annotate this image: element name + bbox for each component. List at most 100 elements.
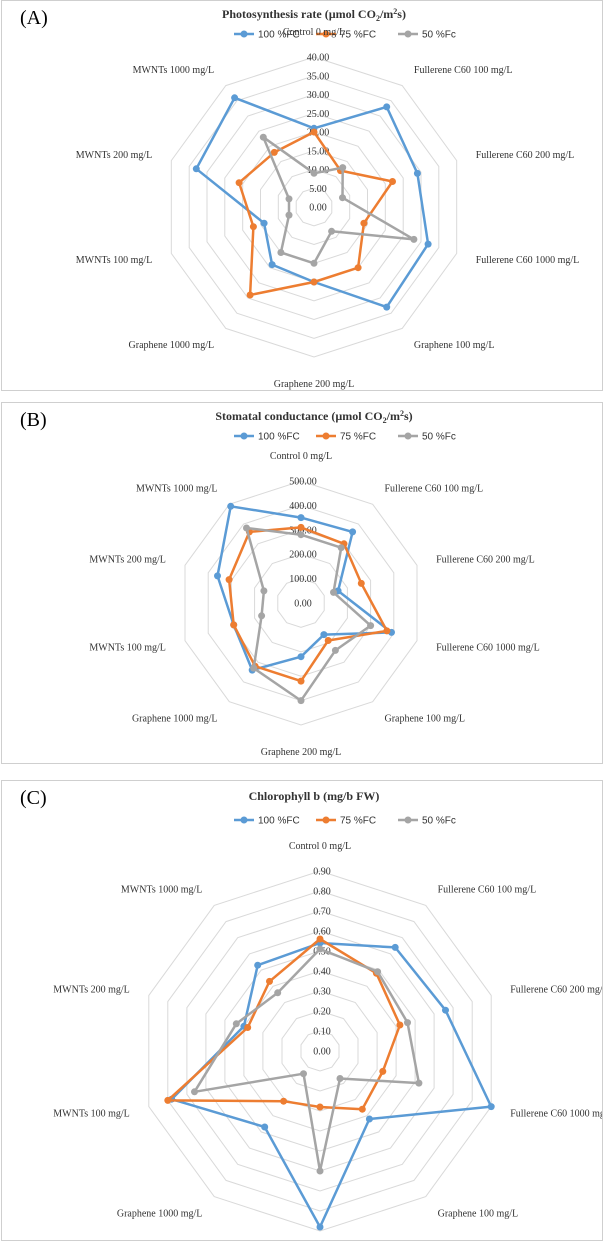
- data-point: [230, 621, 238, 629]
- data-point: [358, 1105, 366, 1113]
- grid-ring: [148, 870, 492, 1232]
- grid-ring: [295, 187, 333, 227]
- legend-marker: [404, 30, 412, 38]
- legend-marker: [240, 432, 248, 440]
- category-label: MWNTs 1000 mg/L: [121, 885, 203, 896]
- legend-entry: 75 %FC: [316, 432, 376, 443]
- tick-label: 0.80: [313, 887, 331, 898]
- tick-label: 35.00: [307, 71, 330, 82]
- data-point: [285, 195, 293, 203]
- tick-label: 0.40: [313, 967, 331, 978]
- grid-ring: [167, 890, 473, 1212]
- category-label: MWNTs 100 mg/L: [89, 642, 166, 653]
- data-point: [360, 219, 368, 227]
- data-point: [324, 637, 332, 644]
- data-point: [164, 1096, 172, 1104]
- tick-label: 500.00: [289, 477, 317, 488]
- panel-label: (C): [20, 787, 47, 809]
- series-line: [170, 941, 493, 1229]
- data-point: [297, 514, 305, 522]
- panel-label: (A): [20, 7, 48, 29]
- data-point: [266, 977, 273, 985]
- tick-label: 30.00: [307, 90, 330, 101]
- legend-label: 100 %FC: [258, 432, 300, 443]
- category-label: MWNTs 1000 mg/L: [133, 65, 215, 76]
- data-point: [442, 1006, 449, 1014]
- data-point: [354, 264, 362, 272]
- data-point: [270, 148, 278, 156]
- data-point: [249, 223, 257, 231]
- chart-title: Stomatal conductance (µmol CO2/m2s): [215, 409, 412, 425]
- data-point: [250, 664, 258, 672]
- category-label: MWNTs 100 mg/L: [76, 255, 153, 266]
- data-point: [383, 303, 391, 311]
- grid-ring: [230, 529, 372, 677]
- tick-label: 15.00: [307, 146, 330, 157]
- data-point: [330, 588, 337, 596]
- data-point: [316, 945, 324, 953]
- data-point: [310, 128, 318, 136]
- data-point: [339, 194, 346, 202]
- data-point: [316, 935, 324, 943]
- category-label: Fullerene C60 1000 mg/L: [510, 1108, 602, 1119]
- category-label: Control 0 mg/L: [289, 841, 351, 852]
- data-point: [268, 261, 276, 269]
- legend-marker: [322, 432, 330, 440]
- grid-ring: [277, 578, 325, 628]
- data-point: [214, 572, 221, 580]
- category-label: MWNTs 200 mg/L: [53, 985, 130, 996]
- data-point: [191, 1088, 198, 1096]
- data-point: [415, 1079, 423, 1087]
- data-point: [328, 227, 336, 235]
- tick-label: 0.00: [294, 599, 312, 610]
- data-point: [424, 240, 432, 248]
- grid-ring: [184, 480, 418, 726]
- category-label: Fullerene C60 1000 mg/L: [436, 642, 540, 653]
- category-label: MWNTs 1000 mg/L: [136, 484, 218, 495]
- tick-label: 20.00: [307, 128, 330, 139]
- data-point: [259, 133, 267, 141]
- data-point: [337, 544, 345, 552]
- tick-label: 5.00: [309, 184, 327, 195]
- chart-title: Photosynthesis rate (µmol CO2/m2s): [222, 7, 406, 23]
- series-line: [193, 947, 421, 1173]
- legend-marker: [322, 30, 330, 38]
- category-label: MWNTs 200 mg/L: [76, 150, 153, 161]
- legend-marker: [404, 816, 412, 824]
- category-label: Fullerene C60 1000 mg/L: [476, 255, 580, 266]
- data-point: [297, 653, 305, 661]
- data-point: [244, 1024, 252, 1031]
- category-label: Fullerene C60 200 mg/L: [510, 985, 602, 996]
- data-point: [280, 1097, 288, 1105]
- radar-chart-chlorophyll: Chlorophyll b (mg/b FW) 100 %FC 75 %FC 50 %…: [53, 789, 602, 1232]
- category-label: Graphene 1000 mg/L: [132, 713, 218, 724]
- legend-label: 75 %FC: [340, 816, 376, 827]
- grid-ring: [170, 56, 458, 358]
- data-point: [225, 576, 233, 584]
- category-label: Fullerene C60 200 mg/L: [436, 555, 535, 566]
- tick-label: 40.00: [307, 53, 330, 64]
- category-label: Fullerene C60 200 mg/L: [476, 150, 575, 161]
- data-point: [339, 164, 347, 172]
- legend-entry: 75 %FC: [316, 30, 376, 41]
- data-point: [297, 677, 305, 685]
- data-point: [379, 1067, 387, 1075]
- tick-label: 10.00: [307, 165, 330, 176]
- data-point: [232, 1020, 240, 1028]
- tick-label: 300.00: [289, 525, 317, 536]
- category-label: Fullerene C60 100 mg/L: [414, 65, 513, 76]
- legend-entry: 100 %FC: [234, 30, 300, 41]
- data-point: [310, 259, 318, 267]
- data-point: [254, 961, 262, 969]
- data-point: [246, 291, 254, 299]
- tick-label: 0.10: [313, 1027, 331, 1038]
- tick-label: 25.00: [307, 109, 330, 120]
- data-point: [285, 211, 293, 219]
- category-label: Graphene 1000 mg/L: [129, 340, 215, 351]
- grid-ring: [277, 168, 351, 246]
- grid-ring: [262, 990, 378, 1112]
- category-label: MWNTs 100 mg/L: [53, 1108, 130, 1119]
- tick-label: 0.50: [313, 947, 331, 958]
- data-point: [297, 523, 305, 531]
- radar-chart-stomatal: Stomatal conductance (µmol CO2/m2s) 100 %…: [89, 409, 540, 758]
